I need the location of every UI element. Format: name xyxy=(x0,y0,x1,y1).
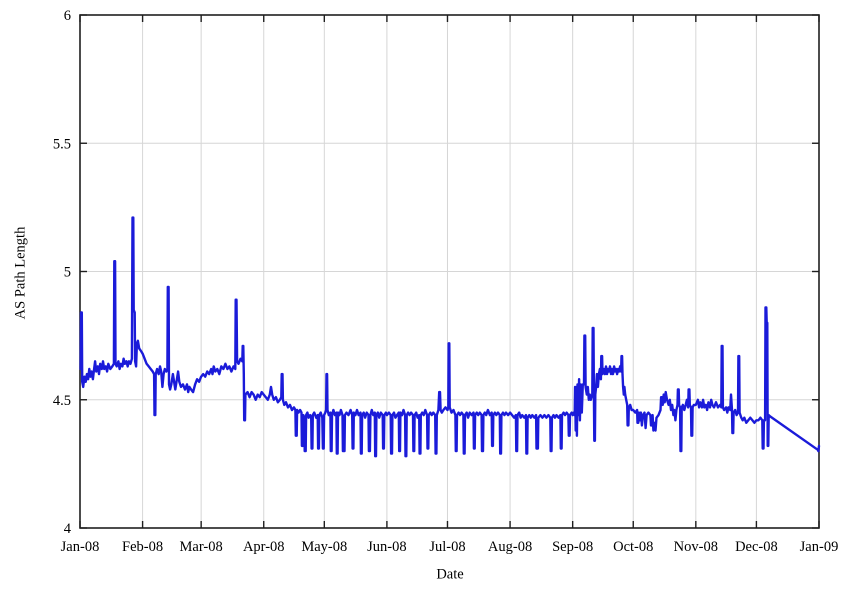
x-tick-label: Jun-08 xyxy=(367,539,406,555)
y-tick-label: 4 xyxy=(64,521,72,537)
x-tick-label: Mar-08 xyxy=(180,539,223,555)
x-tick-label: Dec-08 xyxy=(735,539,778,555)
y-tick-label: 5 xyxy=(64,265,71,281)
x-tick-label: May-08 xyxy=(301,539,347,555)
y-tick-label: 5.5 xyxy=(53,136,71,152)
series-line xyxy=(79,216,821,458)
y-tick-label: 4.5 xyxy=(53,393,71,409)
x-tick-label: Aug-08 xyxy=(488,539,532,555)
x-axis-title: Date xyxy=(436,566,464,583)
x-tick-label: Jul-08 xyxy=(429,539,465,555)
x-tick-label: Nov-08 xyxy=(674,539,718,555)
x-tick-label: Sep-08 xyxy=(552,539,593,555)
x-tick-label: Oct-08 xyxy=(613,539,653,555)
x-tick-label: Feb-08 xyxy=(122,539,163,555)
x-tick-label: Jan-09 xyxy=(800,539,839,555)
x-tick-label: Jan-08 xyxy=(61,539,100,555)
y-axis-title: AS Path Length xyxy=(12,226,29,320)
y-tick-label: 6 xyxy=(64,8,71,24)
x-tick-label: Apr-08 xyxy=(243,539,285,555)
plot-border xyxy=(79,14,820,529)
